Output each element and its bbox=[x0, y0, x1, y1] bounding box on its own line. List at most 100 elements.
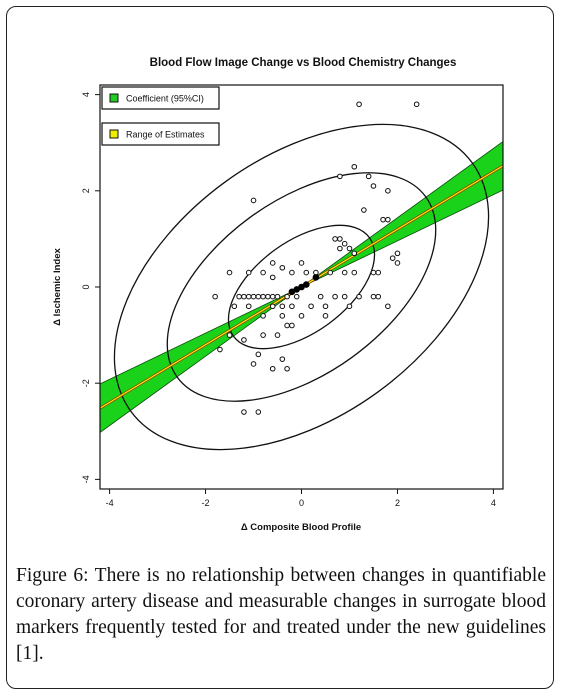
data-point bbox=[380, 216, 386, 223]
data-point bbox=[337, 173, 343, 180]
data-point bbox=[298, 313, 305, 319]
data-point bbox=[322, 313, 329, 319]
data-point bbox=[245, 269, 252, 276]
data-point bbox=[279, 313, 286, 319]
x-tick-label: 4 bbox=[491, 498, 496, 508]
data-point bbox=[375, 293, 382, 300]
data-point bbox=[274, 332, 281, 338]
data-point bbox=[385, 303, 391, 310]
data-point bbox=[413, 101, 420, 108]
y-tick-label: 0 bbox=[81, 284, 91, 289]
data-point bbox=[394, 250, 401, 257]
data-point bbox=[322, 303, 329, 310]
caption-label: Figure 6: bbox=[16, 565, 89, 586]
data-point bbox=[394, 260, 401, 266]
data-point bbox=[231, 303, 238, 310]
data-point bbox=[269, 365, 276, 372]
figure-frame bbox=[6, 6, 554, 689]
data-point bbox=[298, 260, 305, 266]
data-point bbox=[245, 293, 252, 300]
data-point bbox=[279, 303, 286, 310]
confidence-ellipse-2 bbox=[166, 172, 437, 402]
center-point bbox=[312, 274, 320, 281]
y-tick-label: 4 bbox=[81, 92, 91, 97]
confidence-ellipse-3 bbox=[113, 123, 490, 451]
legend-label: Coefficient (95%CI) bbox=[126, 94, 204, 104]
data-point bbox=[361, 207, 367, 213]
data-point bbox=[241, 409, 247, 415]
data-point bbox=[289, 322, 295, 329]
data-point bbox=[337, 236, 343, 242]
data-point bbox=[289, 303, 295, 310]
legend-swatch bbox=[109, 93, 119, 103]
figure-caption: Figure 6: There is no relationship betwe… bbox=[16, 563, 546, 667]
data-point bbox=[356, 101, 362, 108]
confidence-ellipse-1 bbox=[227, 224, 376, 350]
data-point bbox=[245, 303, 252, 310]
data-point bbox=[274, 293, 281, 300]
data-point bbox=[255, 293, 262, 300]
y-tick-label: -2 bbox=[81, 379, 91, 387]
data-point bbox=[346, 245, 353, 252]
data-point bbox=[284, 365, 290, 372]
center-point bbox=[293, 286, 301, 293]
scatter-chart: Blood Flow Image Change vs Blood Chemist… bbox=[52, 57, 504, 533]
data-point bbox=[351, 250, 358, 257]
data-point bbox=[332, 236, 338, 242]
x-tick-label: 0 bbox=[299, 498, 304, 508]
data-point bbox=[341, 269, 348, 276]
data-point bbox=[365, 173, 372, 180]
data-point bbox=[217, 346, 223, 353]
data-point bbox=[241, 337, 247, 343]
data-point bbox=[289, 269, 295, 276]
data-point bbox=[250, 197, 257, 204]
x-axis-label: Δ Composite Blood Profile bbox=[241, 522, 361, 533]
data-point bbox=[385, 216, 391, 223]
data-point bbox=[269, 274, 276, 281]
data-point bbox=[260, 332, 266, 338]
y-tick-label: 2 bbox=[81, 188, 91, 193]
data-point bbox=[255, 409, 262, 415]
data-point bbox=[284, 293, 290, 300]
y-tick-label: -4 bbox=[81, 475, 91, 483]
data-point bbox=[236, 293, 242, 300]
data-point bbox=[341, 240, 348, 247]
data-point bbox=[303, 269, 310, 276]
data-point bbox=[370, 183, 377, 189]
data-point bbox=[337, 245, 343, 252]
center-point bbox=[302, 281, 310, 288]
legend-swatch bbox=[109, 129, 119, 139]
data-point bbox=[260, 269, 266, 276]
legend-box bbox=[101, 86, 220, 110]
data-point bbox=[260, 313, 266, 319]
data-point bbox=[260, 293, 266, 300]
data-point bbox=[351, 163, 358, 170]
data-point bbox=[255, 351, 262, 358]
data-point bbox=[265, 293, 271, 300]
data-point bbox=[346, 303, 353, 310]
data-point bbox=[269, 293, 276, 300]
data-point bbox=[317, 293, 324, 300]
data-point bbox=[327, 269, 334, 276]
data-point bbox=[250, 293, 257, 300]
y-axis-label: Δ Ischemic Index bbox=[52, 247, 63, 325]
data-point bbox=[226, 269, 233, 276]
data-point bbox=[212, 293, 218, 300]
data-point bbox=[308, 303, 314, 310]
x-tick-label: -4 bbox=[106, 498, 114, 508]
caption-text: There is no relationship between changes… bbox=[16, 565, 546, 664]
data-point bbox=[332, 293, 338, 300]
chart-title: Blood Flow Image Change vs Blood Chemist… bbox=[150, 57, 457, 69]
data-point bbox=[370, 293, 377, 300]
legend-box bbox=[101, 122, 220, 146]
x-tick-label: 2 bbox=[395, 498, 400, 508]
data-point bbox=[269, 303, 276, 310]
data-point bbox=[293, 293, 300, 300]
data-point bbox=[385, 188, 391, 194]
data-point bbox=[279, 264, 286, 271]
data-point bbox=[370, 269, 377, 276]
data-point bbox=[389, 255, 396, 261]
data-point bbox=[375, 269, 382, 276]
data-point bbox=[351, 269, 358, 276]
x-tick-label: -2 bbox=[202, 498, 210, 508]
